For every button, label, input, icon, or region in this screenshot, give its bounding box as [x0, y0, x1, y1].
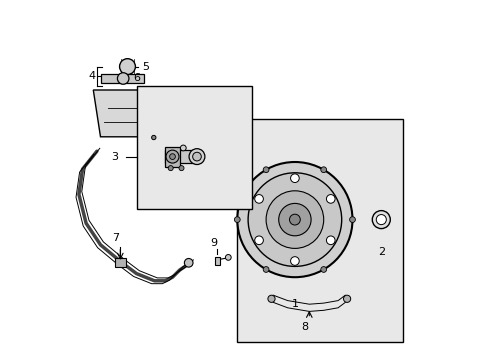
Circle shape [184, 258, 193, 267]
Text: 3: 3 [111, 152, 118, 162]
Circle shape [263, 267, 268, 273]
Circle shape [343, 295, 350, 302]
Circle shape [254, 236, 263, 245]
Bar [115, 258, 125, 267]
Bar [165, 147, 179, 167]
Circle shape [326, 195, 334, 203]
Text: 4: 4 [88, 71, 95, 81]
Circle shape [290, 257, 299, 265]
Circle shape [189, 149, 204, 165]
Text: 8: 8 [301, 322, 308, 332]
Text: 5: 5 [142, 62, 148, 72]
Text: 6: 6 [133, 73, 141, 84]
Circle shape [375, 215, 386, 225]
Circle shape [265, 191, 323, 248]
Circle shape [326, 236, 334, 245]
Circle shape [166, 150, 179, 163]
Polygon shape [93, 90, 151, 137]
Circle shape [180, 145, 186, 151]
Circle shape [320, 167, 326, 172]
Bar [136, 86, 251, 209]
Circle shape [237, 162, 352, 277]
Text: 9: 9 [210, 238, 217, 248]
Circle shape [168, 166, 173, 171]
Circle shape [320, 267, 326, 273]
Bar [165, 150, 196, 163]
Bar [237, 119, 402, 342]
Circle shape [349, 217, 355, 222]
Circle shape [179, 166, 183, 171]
Circle shape [117, 73, 129, 84]
Circle shape [263, 167, 268, 172]
Circle shape [254, 195, 263, 203]
Circle shape [247, 173, 341, 266]
Circle shape [290, 174, 299, 183]
Circle shape [225, 255, 231, 260]
Bar [214, 257, 220, 265]
Circle shape [371, 211, 389, 229]
Circle shape [151, 135, 156, 140]
Circle shape [289, 214, 300, 225]
Text: 7: 7 [112, 233, 119, 243]
Circle shape [120, 59, 135, 75]
Text: 1: 1 [291, 299, 298, 309]
Circle shape [192, 152, 201, 161]
Text: 2: 2 [377, 247, 384, 257]
Circle shape [278, 203, 310, 236]
Circle shape [234, 217, 240, 222]
Bar [101, 74, 143, 83]
Circle shape [267, 295, 275, 302]
Circle shape [169, 154, 175, 159]
